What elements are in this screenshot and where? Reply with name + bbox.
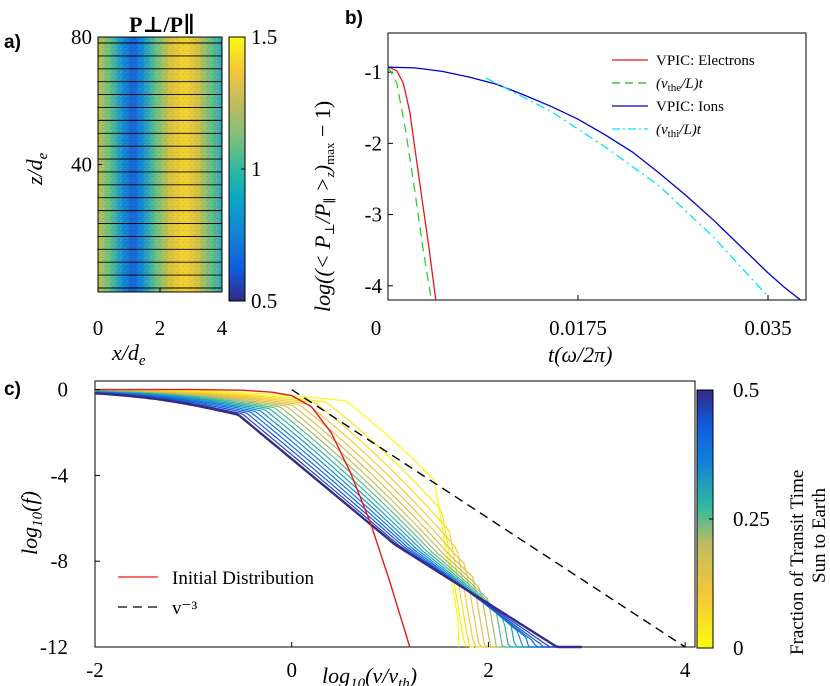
y-tick-label: -8	[51, 549, 69, 573]
y-tick-label: 0	[58, 378, 69, 402]
x-tick-label: 0	[286, 658, 297, 682]
x-tick-label: -2	[86, 658, 104, 682]
x-tick-label: 0.035	[744, 316, 791, 340]
x-tick-label: 2	[483, 658, 494, 682]
y-tick-label: -4	[51, 463, 69, 487]
x-tick-label: 0.0175	[549, 316, 607, 340]
panel-c-xlabel: log10(v/vth)	[322, 663, 417, 686]
x-tick-label: 4	[217, 316, 228, 340]
panel-a-label: a)	[4, 32, 21, 53]
y-tick-label: -2	[365, 131, 383, 155]
evolving-curve	[94, 392, 582, 649]
legend-label-ions: VPIC: Ions	[656, 99, 724, 115]
series-line-1	[291, 389, 686, 648]
panel-a-colorbar-ticks: 1.5 1 0.5	[241, 25, 277, 313]
y-tick-label: -12	[40, 635, 68, 659]
series-line-1	[387, 66, 433, 301]
y-tick-label: 40	[71, 153, 92, 177]
panel-b-x-ticks: 0 0.0175 0.035	[371, 295, 792, 340]
panel-b-label: b)	[345, 8, 363, 29]
panel-c-series	[95, 388, 686, 648]
evolving-curve	[94, 390, 521, 648]
panel-a: a) P⊥/P∥ 0 2 4 80 40 x/de z/de 1.5 1 0.5	[4, 12, 277, 369]
panel-c-label: c)	[4, 379, 21, 400]
colorbar-tick-label: 0.5	[733, 378, 759, 402]
colorbar-tick-label: 1	[251, 157, 262, 181]
panel-c: c) -2 0 2 4 0-4-8-12 log10(v/vth) log10(f) …	[4, 378, 830, 686]
colorbar-tick-label: 0.5	[251, 289, 277, 313]
evolving-curve	[94, 390, 529, 648]
panel-c-colorbar-label-2: Sun to Earth	[809, 488, 830, 583]
y-tick-label: -3	[365, 203, 383, 227]
evolving-curve	[94, 392, 567, 648]
x-tick-label: 4	[680, 658, 691, 682]
panel-b-ylabel: log((< P⊥/P∥ >z)max − 1)	[310, 101, 337, 312]
panel-c-colorbar-label-1: Fraction of Transit Time	[787, 470, 808, 655]
heatmap-contour-lines	[98, 42, 222, 289]
panel-a-xlabel: x/de	[111, 340, 146, 369]
series-line-0	[95, 388, 411, 648]
panel-b-xlabel: t(ω/2π)	[548, 342, 612, 367]
panel-a-y-ticks: 80 40	[71, 25, 102, 177]
heatmap-noise	[98, 37, 222, 292]
x-tick-label: 0	[93, 316, 104, 340]
panel-b: b) 0 0.0175 0.035 -1 -2 -3 -4 t(ω/2π) log((< …	[310, 8, 807, 367]
panel-c-y-ticks: 0 -4 -8 -12	[40, 378, 100, 659]
panel-b-series	[387, 65, 802, 301]
series-line-2	[387, 66, 802, 301]
legend-label-initial: Initial Distribution	[172, 568, 314, 589]
colorbar-tick-label: 0	[733, 636, 744, 660]
colorbar-tick-label: 1.5	[251, 25, 277, 49]
legend-label-v3: v⁻³	[172, 598, 198, 619]
colorbar-tick-label: 0.25	[733, 507, 770, 531]
evolving-curve	[94, 390, 536, 648]
panel-a-ylabel: z/de	[22, 152, 51, 186]
panel-c-ylabel: log10(f)	[17, 491, 46, 555]
panel-a-title: P⊥/P∥	[129, 12, 195, 37]
panel-c-legend: Initial Distribution v⁻³	[118, 568, 314, 619]
y-tick-label: 80	[71, 25, 92, 49]
panel-b-y-ticks: -1 -2 -3 -4	[365, 60, 393, 298]
legend-label-vthi: (vthi/L)t	[656, 122, 702, 140]
x-tick-label: 0	[371, 316, 382, 340]
x-tick-label: 2	[155, 316, 166, 340]
series-line-3	[485, 77, 769, 297]
y-tick-label: -1	[365, 60, 383, 84]
y-tick-label: -4	[365, 274, 383, 298]
legend-label-electrons: VPIC: Electrons	[656, 53, 755, 69]
panel-a-x-ticks: 0 2 4	[93, 288, 228, 340]
panel-c-evolving-curves	[94, 389, 582, 649]
panel-a-title-text: P⊥/P∥	[129, 12, 195, 37]
panel-c-x-ticks: -2 0 2 4	[86, 642, 691, 682]
panel-c-colorbar-ticks: 0.5 0.25 0	[709, 378, 770, 660]
series-line-0	[387, 65, 437, 301]
panel-b-axes	[387, 32, 807, 301]
